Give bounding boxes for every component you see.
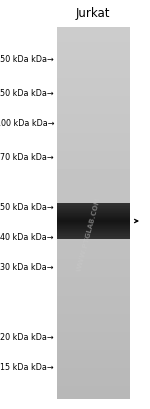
Text: 50 kDa kDa→: 50 kDa kDa→ <box>0 203 54 212</box>
Text: 150 kDa kDa→: 150 kDa kDa→ <box>0 88 54 97</box>
Text: Jurkat: Jurkat <box>76 7 110 20</box>
Text: 250 kDa kDa→: 250 kDa kDa→ <box>0 55 54 64</box>
Text: 15 kDa kDa→: 15 kDa kDa→ <box>0 363 54 372</box>
Text: 30 kDa kDa→: 30 kDa kDa→ <box>0 263 54 272</box>
Text: WWW.PTGLAB.COM: WWW.PTGLAB.COM <box>76 196 101 271</box>
Text: 20 kDa kDa→: 20 kDa kDa→ <box>0 333 54 342</box>
Text: 100 kDa kDa→: 100 kDa kDa→ <box>0 119 54 128</box>
Text: 40 kDa kDa→: 40 kDa kDa→ <box>0 233 54 242</box>
Text: 70 kDa kDa→: 70 kDa kDa→ <box>0 152 54 161</box>
